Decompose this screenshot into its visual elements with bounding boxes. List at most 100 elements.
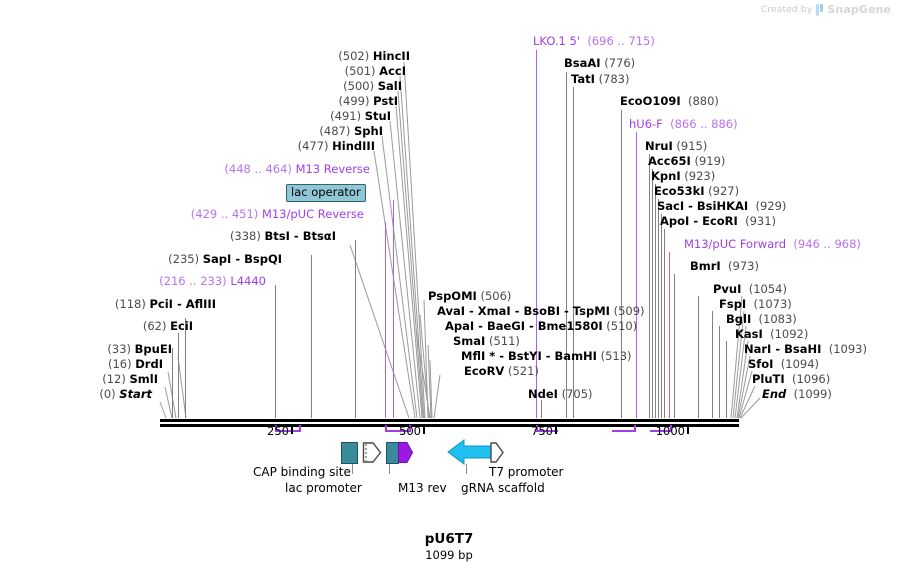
feature-tick-grna-scaffold <box>466 464 467 474</box>
label-MflI-BstYI-BamHI: MflI * - BstYI - BamHI (513) <box>461 349 632 363</box>
cutline-BtsI <box>355 240 356 418</box>
cutline-Acc65I <box>652 169 653 418</box>
feature-label-m13-rev: M13 rev <box>398 481 447 495</box>
cutline-KasI <box>726 341 727 418</box>
label-PvuI: PvuI (1054) <box>713 282 787 296</box>
cutline-PciI <box>185 318 186 418</box>
feature-span-hU6F <box>612 430 634 432</box>
snapgene-watermark: Created by SnapGene <box>761 3 891 16</box>
label-SacI-BsiHKAI: SacI - BsiHKAI (929) <box>657 199 787 213</box>
feature-span-L4440 <box>275 430 301 432</box>
feature-span-M13-forward <box>650 430 672 432</box>
label-PstI: (499) PstI <box>338 94 398 108</box>
cutline-PvuI <box>698 296 699 418</box>
label-SmlI: (12) SmlI <box>102 372 158 386</box>
feature-span-M13rev-cap-right <box>409 425 411 432</box>
label-SapI-BspQI: (235) SapI - BspQI <box>168 252 282 266</box>
label-M13-pUC-Reverse: (429 .. 451) M13/pUC Reverse <box>190 207 364 221</box>
cutline-TatI <box>573 87 574 418</box>
label-FspI: FspI (1073) <box>719 297 792 311</box>
feature-label-grna-scaffold: gRNA scaffold <box>461 481 545 495</box>
feature-glyph-m13-rev[interactable] <box>398 441 414 464</box>
feature-glyph-lac-promoter[interactable] <box>362 441 382 464</box>
label-DrdI: (16) DrdI <box>108 357 163 371</box>
label-PciI-AflIII: (118) PciI - AflIII <box>114 297 216 311</box>
label-SphI: (487) SphI <box>319 124 383 138</box>
cutline-M13pUC-forward <box>669 252 670 418</box>
feature-span-L4440-cap-left <box>275 425 277 432</box>
feature-span-hU6F-cap-right <box>634 425 636 432</box>
cutline-FspI <box>712 311 713 418</box>
cutline-NdeI <box>541 400 542 418</box>
cutline-BmrI <box>674 274 675 418</box>
cutline-Eco53kI <box>658 199 659 418</box>
feature-span-M13-reverse <box>385 430 411 432</box>
feature-span-LKO1-cap-left <box>536 425 538 432</box>
label-M13-Reverse: (448 .. 464) M13 Reverse <box>224 162 370 176</box>
label-ApaI-BaeGI-Bme1580I: ApaI - BaeGI - Bme1580I (510) <box>445 319 638 333</box>
label-SmaI: SmaI (511) <box>453 334 520 348</box>
label-AvaI-XmaI-BsoBI-TspMI: AvaI - XmaI - BsoBI - TspMI (509) <box>437 304 645 318</box>
plasmid-title: pU6T7 1099 bp <box>425 531 474 562</box>
feature-label-lac-promoter: lac promoter <box>285 481 362 495</box>
sequence-backbone-bottom <box>160 424 739 427</box>
cutline-M13-reverse <box>393 200 394 418</box>
label-EcoO109I: EcoO109I (880) <box>620 94 719 108</box>
ruler-label-500: 500 <box>399 424 421 438</box>
ruler-tick-250 <box>291 424 293 434</box>
feature-glyph-t7-promoter[interactable] <box>489 441 505 464</box>
label-BglI: BglI (1083) <box>726 312 797 326</box>
label-TatI: TatI (783) <box>571 72 630 86</box>
watermark-prefix: Created by <box>760 4 813 15</box>
plasmid-name: pU6T7 <box>424 531 474 547</box>
cutline-EciI <box>178 333 179 418</box>
label-StuI: (491) StuI <box>330 109 391 123</box>
label-NruI: NruI (915) <box>645 139 708 153</box>
ruler-label-250: 250 <box>267 424 289 438</box>
label-BsaAI: BsaAI (776) <box>564 56 636 70</box>
cutline-LKO1-5prime <box>536 50 537 418</box>
ruler-label-750: 750 <box>531 424 553 438</box>
cutline-SapI <box>311 255 312 418</box>
feature-label-cap-binding-site: CAP binding site <box>253 465 351 479</box>
label-M13-pUC-Forward: M13/pUC Forward (946 .. 968) <box>684 237 861 251</box>
cutline-NruI <box>649 154 650 418</box>
feature-span-LKO1 <box>536 430 558 432</box>
label-KpnI: KpnI (923) <box>651 169 716 183</box>
label-HindIII: (477) HindIII <box>297 139 375 153</box>
label-Start: (0) Start <box>99 387 152 401</box>
feature-badge-lac-operator: lac operator <box>286 184 366 202</box>
ruler-tick-500 <box>423 424 425 434</box>
label-EcoRV: EcoRV (521) <box>464 364 539 378</box>
label-ApoI-EcoRI: ApoI - EcoRI (931) <box>660 214 777 228</box>
label-HincII: (502) HincII <box>338 49 410 63</box>
label-SfoI: SfoI (1094) <box>748 357 820 371</box>
label-Eco53kI: Eco53kI (927) <box>654 184 740 198</box>
label-BtsI-BtsaI: (338) BtsI - BtsαI <box>229 229 336 243</box>
label-Acc65I: Acc65I (919) <box>648 154 726 168</box>
cutline-hU6-F <box>636 132 637 418</box>
cutline-BglI <box>719 326 720 418</box>
label-hU6-F: hU6-F (866 .. 886) <box>629 117 738 131</box>
watermark-brand: SnapGene <box>827 3 891 16</box>
feature-tick-m13-rev <box>389 464 390 474</box>
label-SalI: (500) SalI <box>343 79 402 93</box>
label-BmrI: BmrI (973) <box>690 259 759 273</box>
label-EciI: (62) EciI <box>142 319 193 333</box>
cutline-KpnI <box>655 184 656 418</box>
feature-span-L4440-cap-right <box>299 425 301 432</box>
ruler-tick-1000 <box>687 424 689 434</box>
feature-label-t7-promoter: T7 promoter <box>489 465 564 479</box>
feature-glyph-cap-binding-site[interactable] <box>341 442 358 464</box>
snapgene-logo-icon <box>816 3 823 16</box>
sequence-backbone-top <box>160 419 739 422</box>
label-NdeI: NdeI (705) <box>528 387 593 401</box>
label-PluTI: PluTI (1096) <box>752 372 831 386</box>
label-PspOMI: PspOMI (506) <box>428 289 512 303</box>
cutline-EcoO109I <box>621 110 622 418</box>
feature-tick-lac-promoter <box>352 464 353 474</box>
ruler-label-1000: 1000 <box>655 424 685 438</box>
cutline-BpuEI <box>172 348 173 418</box>
label-BpuEI: (33) BpuEI <box>107 342 172 356</box>
